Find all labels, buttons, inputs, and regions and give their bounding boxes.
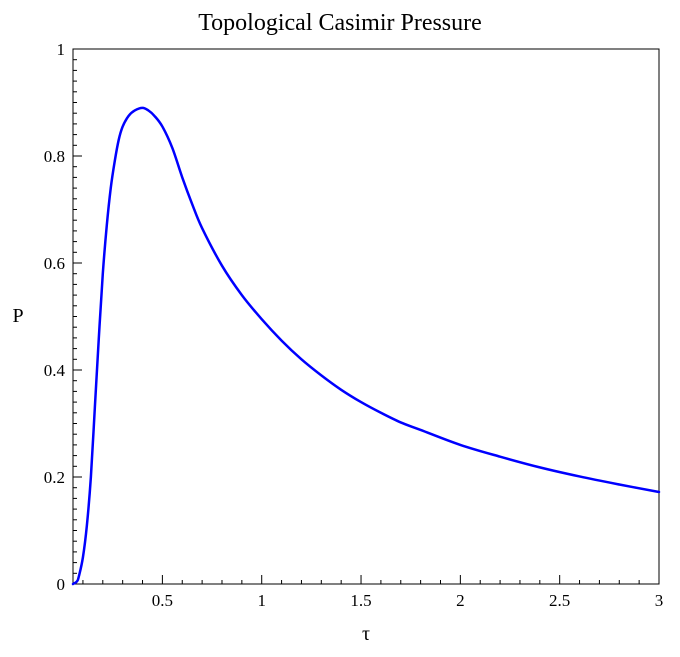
chart-title: Topological Casimir Pressure: [198, 10, 482, 36]
y-tick-label: 0.8: [44, 147, 65, 166]
y-tick-label: 0.4: [44, 361, 66, 380]
plot-frame: [72, 48, 660, 585]
y-tick-label: 0: [57, 575, 66, 594]
x-tick-label: 1.5: [350, 591, 371, 610]
axis-ticks: [73, 48, 660, 585]
y-axis-label: P: [12, 305, 23, 327]
y-tick-label: 0.6: [44, 254, 65, 273]
y-tick-label: 1: [57, 40, 66, 59]
x-tick-label: 3: [655, 591, 664, 610]
y-tick-label: 0.2: [44, 468, 65, 487]
x-tick-label: 1: [257, 591, 266, 610]
x-tick-label: 2.5: [549, 591, 570, 610]
x-axis-label: τ: [362, 623, 370, 645]
series-line: [71, 106, 661, 586]
x-tick-label: 0.5: [152, 591, 173, 610]
x-tick-label: 2: [456, 591, 465, 610]
tick-labels: 0.5 1 1.5 2 2.5 3 0 0.2 0.4 0.6 0.8 1: [44, 40, 664, 610]
